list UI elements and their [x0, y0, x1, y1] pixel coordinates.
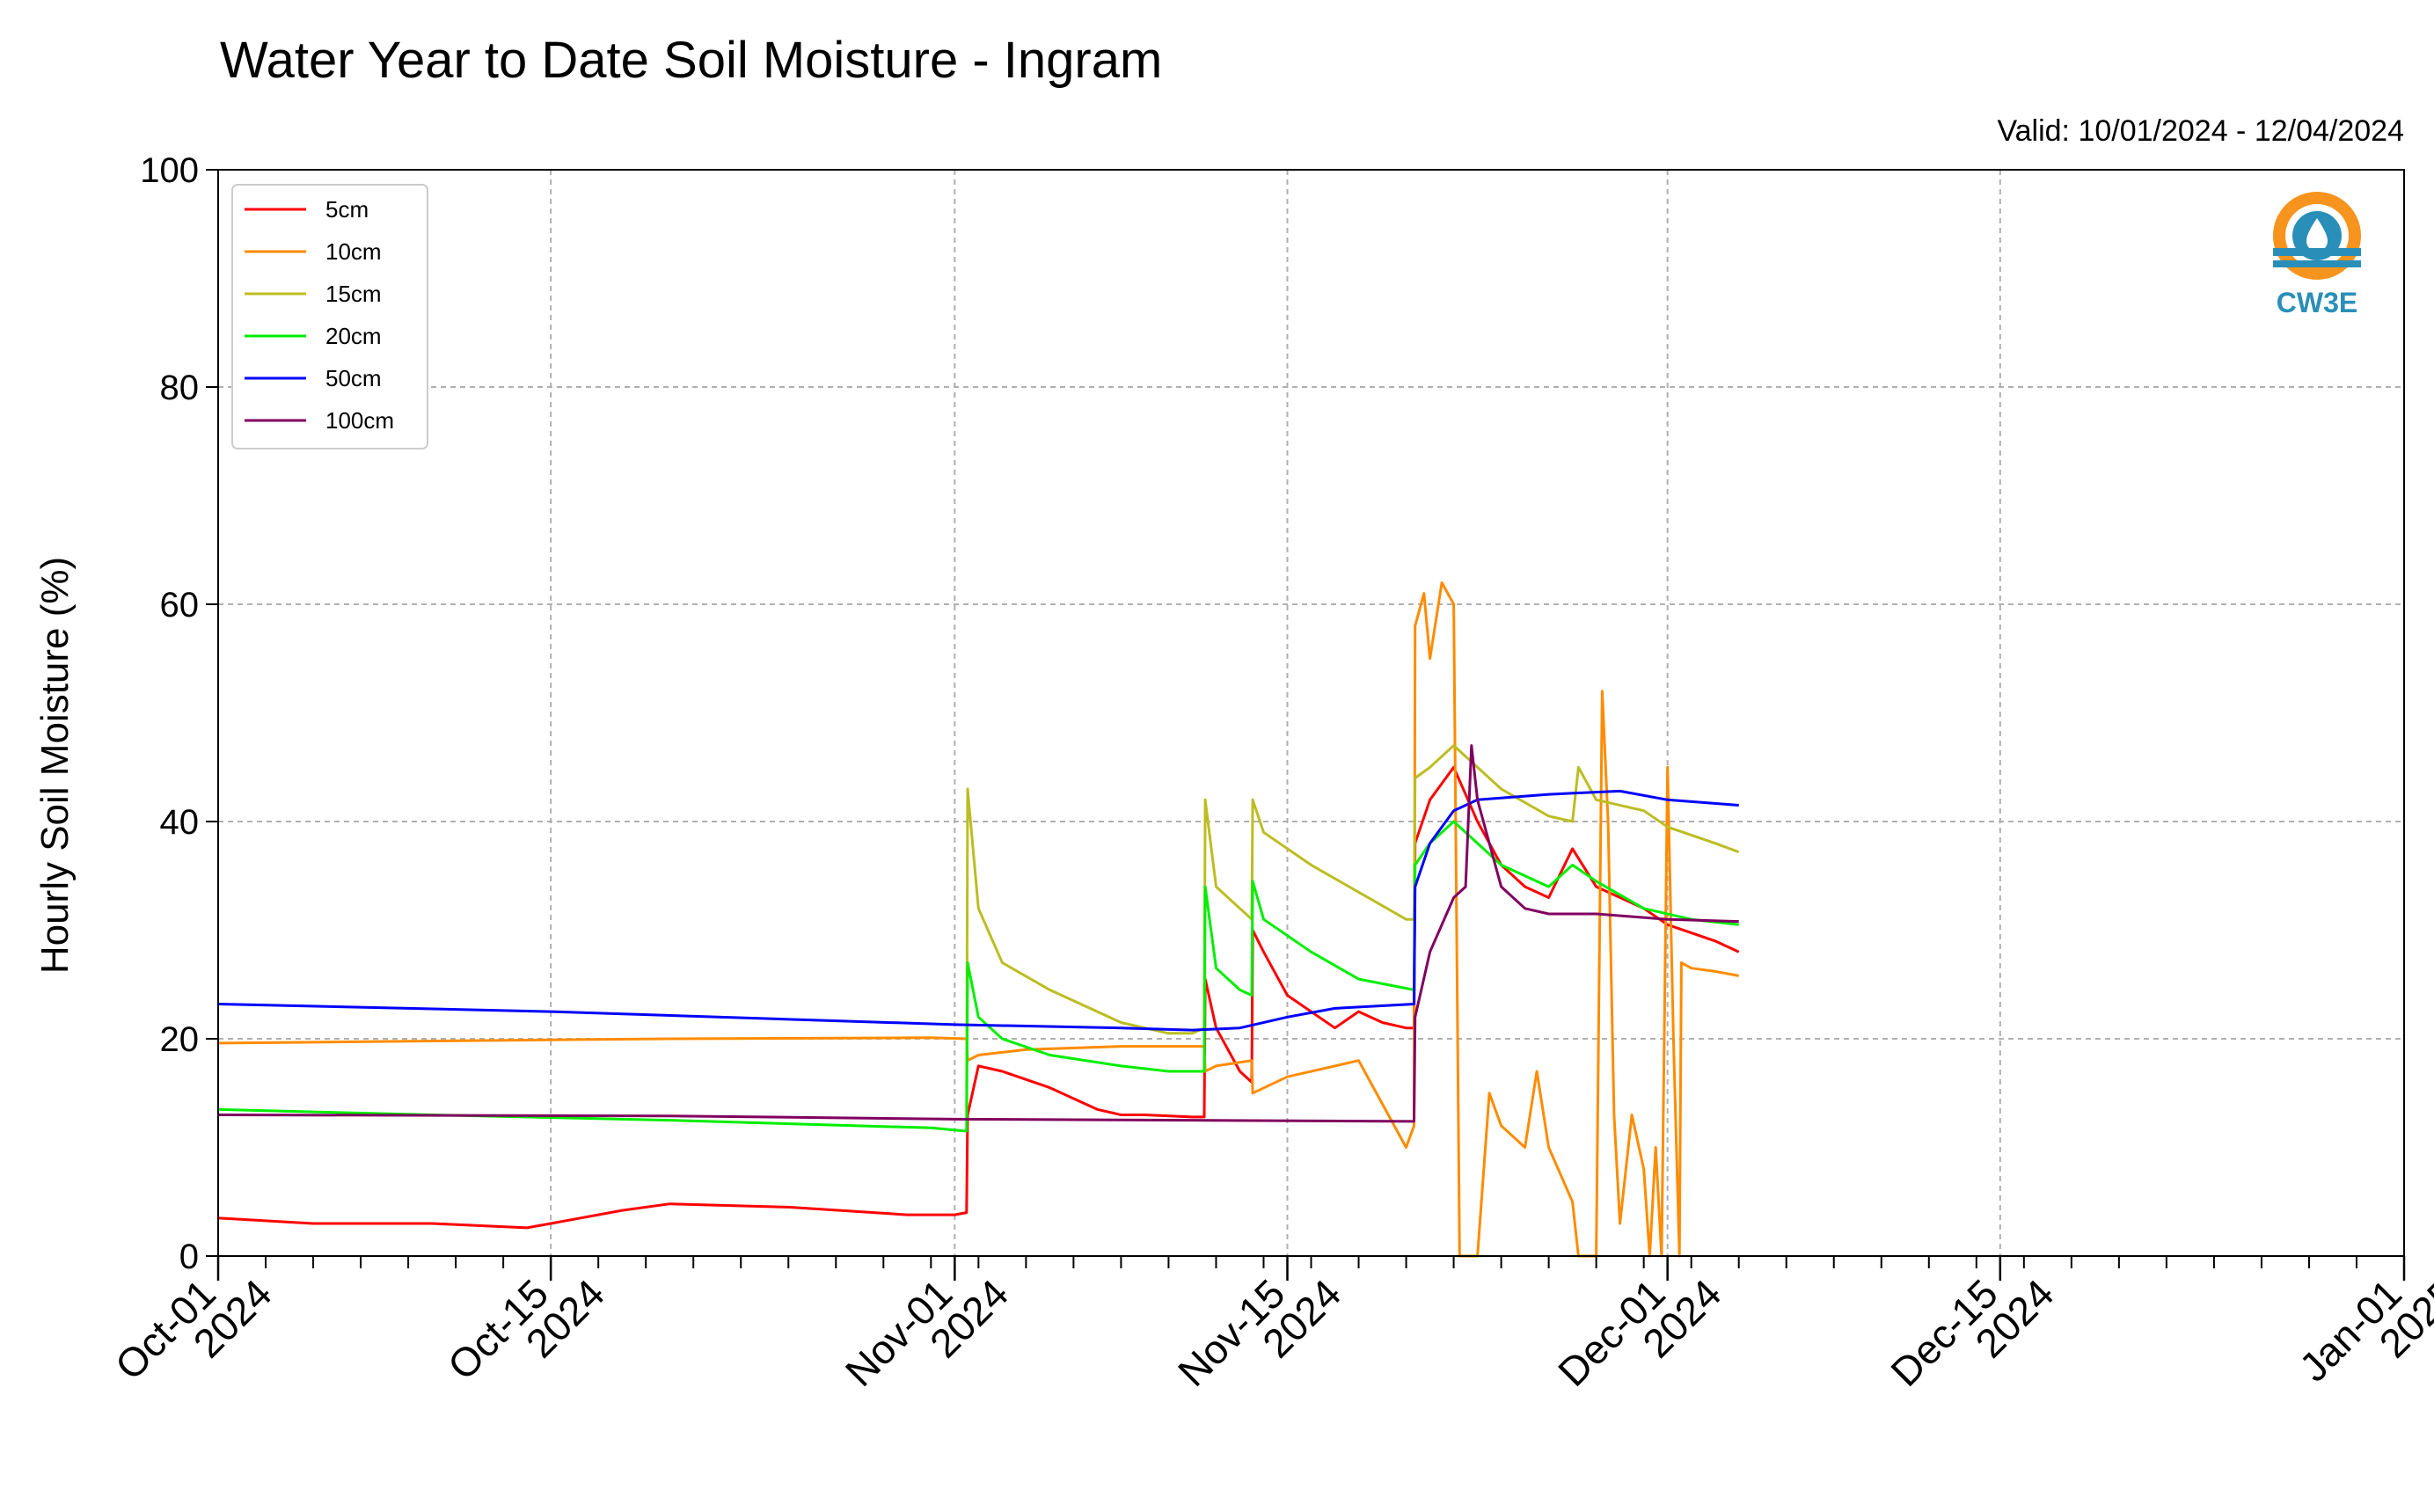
- logo-wave-icon: [2273, 248, 2361, 256]
- plot-frame: [217, 169, 2405, 1257]
- series-line-10cm: [217, 581, 1739, 1258]
- legend-label: 50cm: [325, 365, 382, 391]
- logo-text: CW3E: [2277, 287, 2357, 318]
- legend-label: 15cm: [325, 281, 382, 307]
- legend: 5cm 10cm 15cm 20cm 50cm 100cm: [231, 184, 428, 449]
- series-line-50cm: [217, 789, 1739, 1032]
- y-tick-label: 80: [160, 369, 200, 407]
- grid-lines: [218, 170, 2404, 1256]
- legend-label: 20cm: [325, 323, 382, 349]
- series-layer: [217, 581, 1740, 1258]
- legend-label: 5cm: [325, 196, 369, 223]
- y-tick-label: 60: [160, 586, 200, 625]
- series-line-20cm: [217, 820, 1739, 1133]
- logo-drop-icon: [2306, 218, 2328, 252]
- legend-label: 10cm: [325, 238, 382, 265]
- series-line-5cm: [217, 765, 1740, 1230]
- y-tick-label: 40: [160, 803, 200, 842]
- series-line-15cm: [965, 744, 1740, 1115]
- y-tick-label: 100: [140, 151, 199, 190]
- y-tick-label: 20: [160, 1020, 200, 1059]
- series-line-100cm: [217, 744, 1739, 1123]
- cw3e-logo: CW3E: [2273, 192, 2361, 318]
- valid-range-label: Valid: 10/01/2024 - 12/04/2024: [1997, 114, 2404, 148]
- y-tick-label: 0: [179, 1238, 199, 1276]
- logo-wave-icon: [2273, 260, 2361, 267]
- y-axis-label: Hourly Soil Moisture (%): [33, 557, 77, 974]
- chart-title: Water Year to Date Soil Moisture - Ingra…: [220, 32, 1162, 89]
- legend-label: 100cm: [325, 407, 394, 434]
